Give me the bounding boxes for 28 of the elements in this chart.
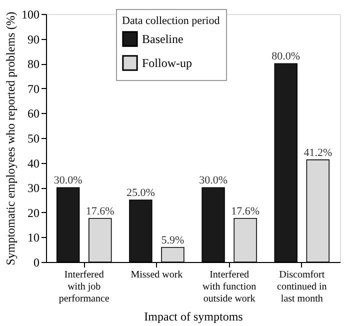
x-tick-label: Missed work — [130, 270, 183, 280]
y-axis-title: Symptomatic employees who reported problems (%) — [4, 12, 18, 266]
y-tick-label: 100 — [22, 8, 40, 22]
legend-label: Baseline — [142, 32, 184, 46]
y-tick-label: 80 — [28, 57, 40, 72]
y-tick-label: 0 — [34, 256, 40, 270]
data-label: 25.0% — [126, 187, 155, 199]
x-tick-label: Discomfort continued in last month — [277, 270, 327, 304]
data-label: 17.6% — [86, 205, 114, 218]
x-axis-title: Impact of symptoms — [144, 310, 244, 324]
y-tick-label: 40 — [28, 156, 40, 170]
x-tick-label: Interfered with function outside work — [202, 270, 256, 304]
data-label: 5.9% — [161, 234, 184, 246]
x-tick-label: Interfered with job performance — [58, 270, 110, 304]
y-tick-label: 50 — [28, 132, 40, 146]
data-label: 80.0% — [272, 50, 300, 63]
legend-label: Follow-up — [142, 56, 192, 70]
data-label: 17.6% — [231, 205, 260, 218]
y-tick-label: 20 — [28, 206, 40, 220]
y-tick-label: 60 — [28, 106, 40, 121]
y-tick-label: 90 — [28, 32, 40, 46]
y-tick-label: 30 — [28, 181, 40, 196]
legend-title: Data collection period — [122, 15, 220, 27]
data-label: 30.0% — [54, 174, 82, 187]
y-tick-label: 70 — [28, 82, 40, 96]
y-tick-label: 10 — [28, 230, 40, 245]
data-label: 41.2% — [304, 146, 332, 159]
data-label: 30.0% — [199, 174, 228, 187]
